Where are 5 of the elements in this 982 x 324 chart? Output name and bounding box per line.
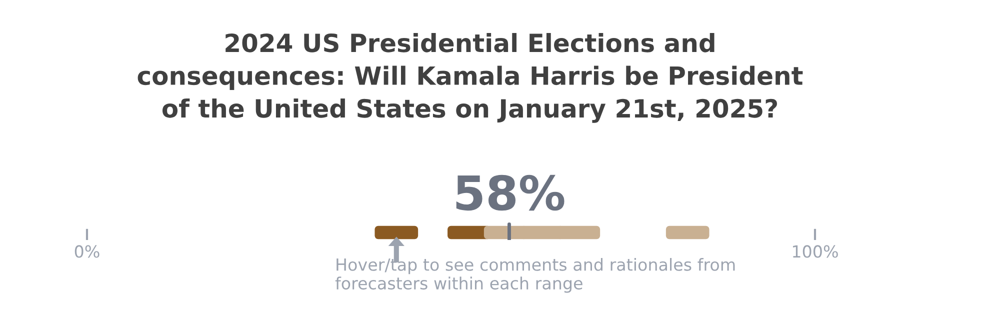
chart-title: 2024 US Presidential Elections and consequences: Will Kamala Harris be President of the United States on January 21st, 2025? [138,33,803,123]
annotation: Hover/tap to see comments and rationales from forecasters within each range [335,258,735,293]
x-tick-label: 0% [74,245,100,258]
x-tick-label: 100% [793,245,838,258]
ref-line-label: 58% [456,174,564,211]
